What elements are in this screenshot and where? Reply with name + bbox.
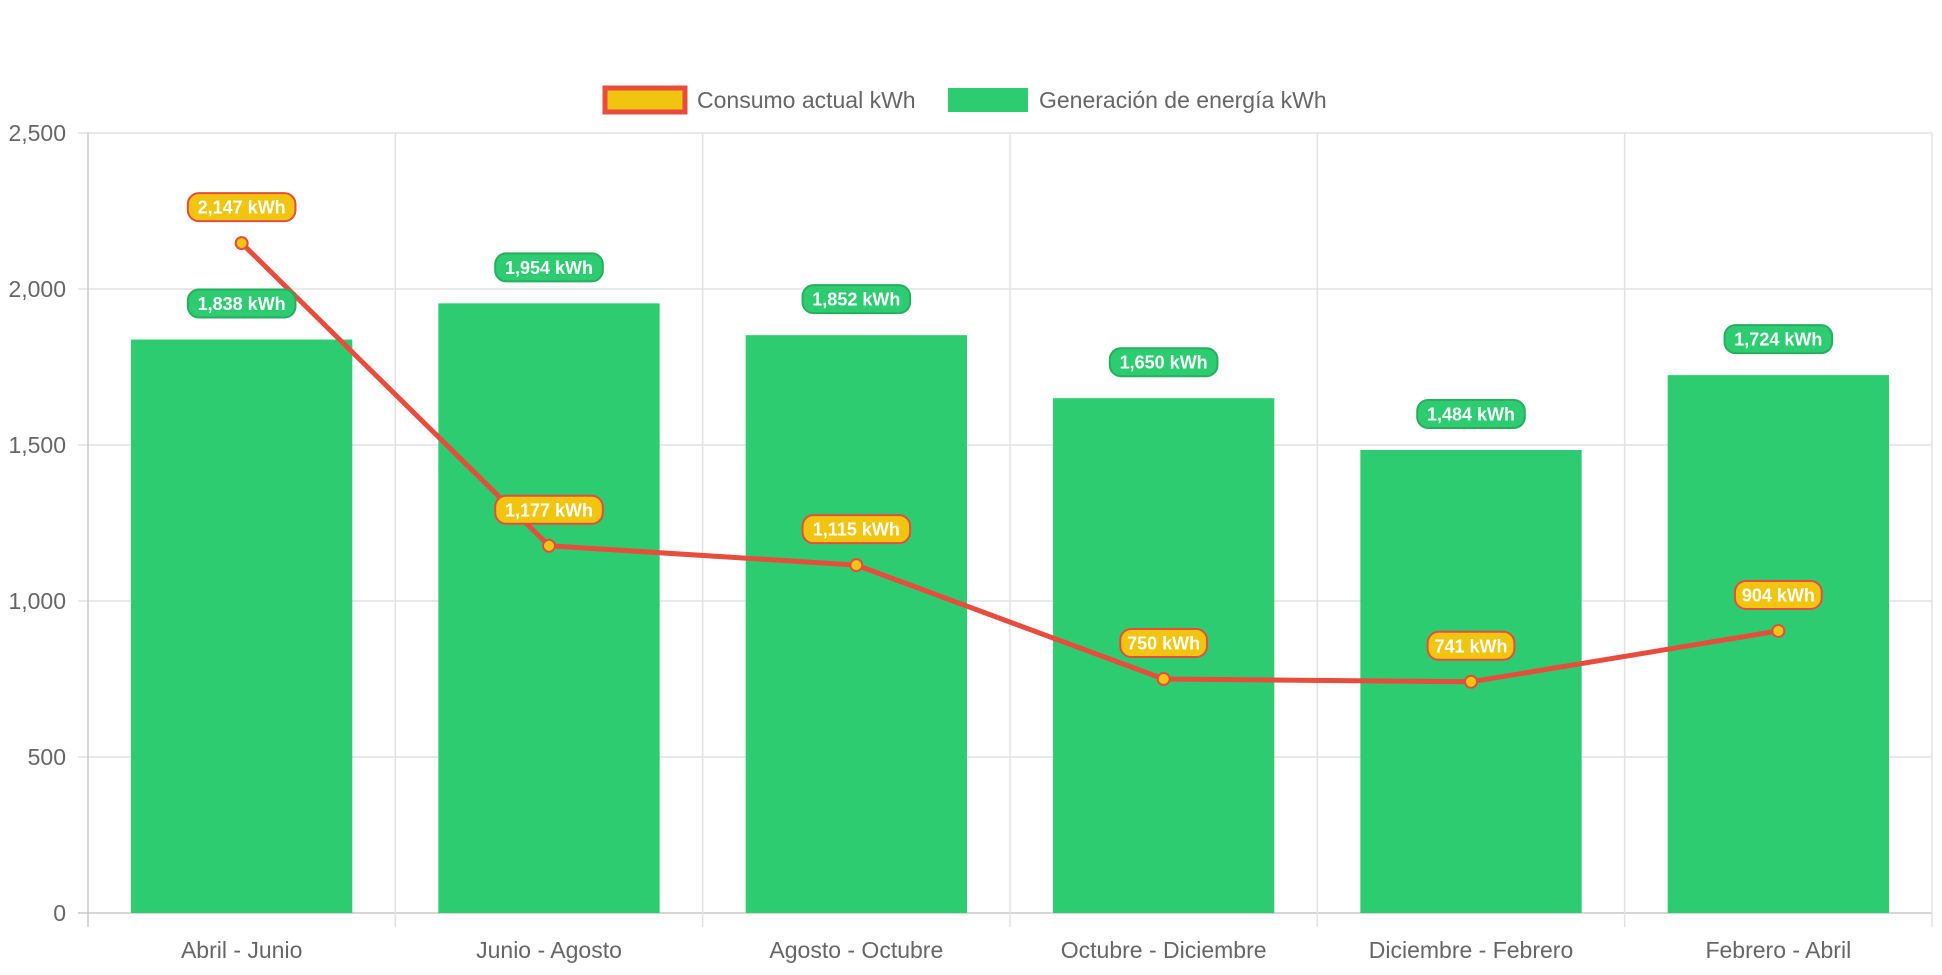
legend-swatch-generacion [948, 88, 1028, 112]
bar-data-label: 1,724 kWh [1723, 324, 1834, 355]
line-data-label-text: 2,147 kWh [198, 198, 286, 218]
line-data-label-text: 750 kWh [1127, 634, 1200, 654]
line-point[interactable] [1464, 674, 1478, 689]
legend-label-consumo: Consumo actual kWh [697, 87, 916, 113]
y-tick-label: 1,500 [8, 432, 66, 458]
bar-data-label-text: 1,650 kWh [1120, 353, 1208, 373]
legend-swatch-consumo [602, 85, 688, 115]
line-series [234, 236, 1786, 689]
axes: 0 500 1,000 1,500 2,000 2,500 Abril - Junio Jun… [8, 120, 1851, 963]
legend-label-generacion: Generación de energía kWh [1039, 87, 1327, 113]
bar-data-label: 1,954 kWh [494, 252, 604, 283]
y-tick-label: 1,000 [8, 588, 66, 614]
bar-data-label-bg [1108, 347, 1219, 378]
bar-data-label-text: 1,838 kWh [198, 294, 286, 314]
bar-data-label-text: 1,724 kWh [1734, 330, 1822, 350]
x-tick-label: Agosto - Octubre [769, 937, 943, 963]
line-data-label-bg [1733, 579, 1823, 610]
line-data-label: 1,115 kWh [801, 514, 912, 545]
y-tick-label: 500 [28, 744, 66, 770]
line-point[interactable] [1771, 623, 1786, 638]
y-tick-label: 2,500 [8, 120, 66, 146]
y-tick-label: 2,000 [8, 276, 66, 302]
bar-data-label-text: 1,484 kWh [1427, 404, 1515, 424]
line-data-label-text: 904 kWh [1742, 585, 1815, 605]
line-data-label-bg [1426, 630, 1516, 661]
bar[interactable] [438, 303, 660, 913]
x-tick-label: Abril - Junio [181, 937, 302, 963]
line-data-label: 1,177 kWh [494, 494, 604, 525]
line-data-label: 2,147 kWh [186, 192, 297, 223]
bar-data-label-bg [494, 252, 604, 283]
bar-data-label-bg [801, 284, 912, 315]
bar-data-label-text: 1,852 kWh [812, 290, 900, 310]
bar-data-label-bg [1416, 398, 1526, 429]
line-data-label: 750 kWh [1119, 628, 1209, 658]
x-tick-label: Octubre - Diciembre [1061, 937, 1267, 963]
bar-data-label-bg [1723, 324, 1834, 355]
x-tick-label: Febrero - Abril [1705, 937, 1851, 963]
line-point[interactable] [1156, 672, 1171, 686]
bar[interactable] [131, 339, 353, 913]
legend[interactable]: Consumo actual kWh Generación de energía … [602, 85, 1327, 115]
line-data-label: 904 kWh [1733, 579, 1823, 610]
bar-data-label: 1,650 kWh [1108, 347, 1219, 378]
line-data-label-bg [186, 192, 297, 223]
line-point[interactable] [234, 236, 249, 251]
data-labels: 1,838 kWh 1,954 kWh 1,852 kWh 1,650 kWh 1,48… [186, 192, 1834, 661]
x-tick-label: Junio - Agosto [476, 937, 622, 963]
line-data-label: 741 kWh [1426, 630, 1516, 661]
line-data-label-text: 1,177 kWh [505, 500, 593, 520]
bar-data-label: 1,484 kWh [1416, 398, 1526, 429]
line-point[interactable] [542, 538, 556, 553]
line-point[interactable] [849, 558, 864, 573]
x-tick-label: Diciembre - Febrero [1369, 937, 1574, 963]
legend-item-consumo[interactable]: Consumo actual kWh [602, 85, 916, 115]
y-tick-label: 0 [53, 900, 66, 926]
legend-item-generacion[interactable]: Generación de energía kWh [948, 87, 1327, 113]
line-path [239, 241, 1779, 685]
bar-data-label: 1,852 kWh [801, 284, 912, 315]
line-data-label-bg [801, 514, 912, 545]
line-data-label-text: 741 kWh [1434, 636, 1507, 656]
bar-data-label: 1,838 kWh [186, 288, 297, 319]
grid [78, 132, 1933, 927]
bar-data-label-bg [186, 288, 297, 319]
line-data-label-bg [1119, 628, 1209, 658]
line-data-label-bg [494, 494, 604, 525]
line-data-label-text: 1,115 kWh [813, 520, 900, 540]
bar[interactable] [745, 335, 967, 913]
bar-data-label-text: 1,954 kWh [505, 258, 593, 278]
